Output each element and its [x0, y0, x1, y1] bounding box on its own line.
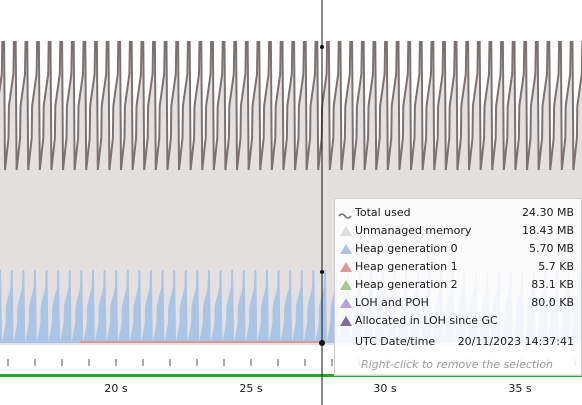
- axis-label: 30 s: [373, 382, 396, 395]
- legend-icon: [340, 226, 352, 236]
- total-used-line: [0, 41, 582, 171]
- legend-label: Allocated in LOH since GC: [355, 314, 498, 327]
- legend-value: 24.30 MB: [522, 206, 574, 219]
- legend-value: 80.0 KB: [531, 296, 574, 309]
- legend-icon: [340, 298, 352, 308]
- legend-value: 5.70 MB: [529, 242, 574, 255]
- tooltip-hint: Right-click to remove the selection: [361, 358, 553, 371]
- tooltip-box: [334, 198, 582, 376]
- axis-label: 25 s: [239, 382, 262, 395]
- cursor-point: [319, 340, 325, 346]
- tooltip: Total used 24.30 MB Unmanaged memory 18.…: [334, 198, 582, 376]
- legend-label: Total used: [354, 206, 411, 219]
- date-label: UTC Date/time: [355, 335, 435, 348]
- axis-label: 35 s: [508, 382, 531, 395]
- legend-label: Heap generation 2: [355, 278, 458, 291]
- legend-value: 18.43 MB: [522, 224, 574, 237]
- legend-icon: [340, 262, 352, 272]
- legend-icon: [340, 316, 352, 326]
- legend-icon: [340, 244, 352, 254]
- axis-label: 20 s: [104, 382, 127, 395]
- time-range-bar: [0, 374, 582, 377]
- legend-label: LOH and POH: [355, 296, 429, 309]
- legend-label: Heap generation 0: [355, 242, 458, 255]
- date-value: 20/11/2023 14:37:41: [458, 335, 574, 348]
- legend-value: 83.1 KB: [531, 278, 574, 291]
- cursor-point: [320, 270, 324, 274]
- legend-icon: [338, 213, 352, 219]
- legend-icon: [340, 280, 352, 290]
- heap-gen1-area: [80, 341, 320, 343]
- legend-label: Heap generation 1: [355, 260, 458, 273]
- legend-value: 5.7 KB: [538, 260, 574, 273]
- legend-label: Unmanaged memory: [355, 224, 472, 237]
- cursor-point: [320, 45, 324, 49]
